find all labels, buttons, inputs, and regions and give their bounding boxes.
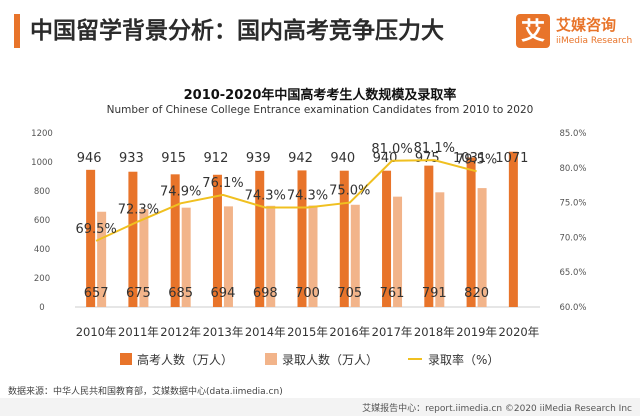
rate-data-label: 69.5% <box>75 222 116 237</box>
bar-admitted <box>477 188 487 307</box>
x-tick-label: 2019年 <box>456 325 497 339</box>
logo-mark: 艾 <box>516 14 550 48</box>
y-left-tick-label: 1200 <box>31 129 53 139</box>
x-tick-label: 2012年 <box>160 325 201 339</box>
x-tick-label: 2014年 <box>245 325 286 339</box>
x-tick-label: 2018年 <box>414 325 455 339</box>
admitted-data-label: 694 <box>211 286 236 301</box>
y-right-tick-label: 60.0% <box>559 303 586 313</box>
bar-admitted <box>181 207 191 307</box>
admitted-data-label: 705 <box>337 286 362 301</box>
candidates-data-label: 933 <box>119 151 144 166</box>
candidates-data-label: 940 <box>330 151 355 166</box>
logo-name: 艾媒咨询 <box>556 16 617 34</box>
rate-data-label: 74.9% <box>160 184 201 199</box>
y-left-tick-label: 800 <box>34 187 50 197</box>
admitted-data-label: 698 <box>253 286 278 301</box>
admitted-data-label: 700 <box>295 286 320 301</box>
x-tick-label: 2016年 <box>329 325 370 339</box>
y-left-tick-label: 200 <box>34 274 50 284</box>
x-tick-label: 2011年 <box>118 325 159 339</box>
bar-candidates <box>128 171 138 307</box>
candidates-data-label: 939 <box>246 151 271 166</box>
bar-admitted <box>266 205 276 307</box>
admitted-data-label: 685 <box>168 286 193 301</box>
footer-text: 艾媒报告中心：report.iimedia.cn ©2020 iiMedia R… <box>362 404 632 414</box>
legend-label-admitted: 录取人数（万人） <box>282 352 378 367</box>
bar-admitted <box>97 211 107 307</box>
admitted-data-label: 675 <box>126 286 151 301</box>
candidates-data-label: 942 <box>288 151 313 166</box>
bar-candidates <box>297 170 307 307</box>
legend-swatch-admitted <box>265 353 277 365</box>
admitted-data-label: 657 <box>84 286 109 301</box>
rate-data-label: 81.1% <box>414 141 455 156</box>
rate-data-label: 72.3% <box>118 202 159 217</box>
x-tick-label: 2015年 <box>287 325 328 339</box>
bar-candidates <box>382 170 392 307</box>
data-source: 数据来源：中华人民共和国教育部，艾媒数据中心(data.iimedia.cn) <box>8 387 283 397</box>
legend-label-rate: 录取率（%） <box>428 352 499 367</box>
bar-candidates <box>170 174 180 307</box>
rate-line <box>95 159 477 242</box>
x-tick-label: 2017年 <box>372 325 413 339</box>
candidates-data-label: 1071 <box>495 151 528 166</box>
rate-data-label: 79.5% <box>456 152 497 167</box>
admitted-data-label: 791 <box>422 286 447 301</box>
bar-candidates <box>424 165 434 307</box>
rate-data-label: 74.3% <box>245 188 286 203</box>
candidates-data-label: 946 <box>77 151 102 166</box>
bar-admitted <box>223 206 233 307</box>
y-right-tick-label: 85.0% <box>559 129 586 139</box>
bar-admitted <box>435 192 445 307</box>
bar-admitted <box>393 196 403 307</box>
y-right-tick-label: 75.0% <box>559 199 586 209</box>
candidates-data-label: 912 <box>204 151 229 166</box>
bar-candidates <box>339 170 349 307</box>
candidates-data-label: 915 <box>161 151 186 166</box>
x-tick-label: 2020年 <box>498 325 539 339</box>
rate-data-label: 74.3% <box>287 188 328 203</box>
y-right-tick-label: 65.0% <box>559 268 586 278</box>
legend-swatch-candidates <box>120 353 132 365</box>
legend-label-candidates: 高考人数（万人） <box>137 352 233 367</box>
chart-subtitle: Number of Chinese College Entrance exami… <box>106 104 534 116</box>
chart-title: 2010-2020年中国高考考生人数规模及录取率 <box>183 88 457 103</box>
bar-candidates <box>86 169 96 307</box>
candidates-data-label: 975 <box>415 151 440 166</box>
rate-data-label: 76.1% <box>202 176 243 191</box>
bar-candidates <box>212 174 222 307</box>
y-left-tick-label: 0 <box>39 303 44 313</box>
logo-subtitle: iiMedia Research <box>556 36 633 46</box>
bar-admitted <box>350 204 360 307</box>
bar-admitted <box>308 205 318 307</box>
rate-data-label: 75.0% <box>329 184 370 199</box>
bar-candidates <box>255 170 265 307</box>
y-left-tick-label: 600 <box>34 216 50 226</box>
x-tick-label: 2013年 <box>203 325 244 339</box>
admitted-data-label: 820 <box>464 286 489 301</box>
rate-data-label: 81.0% <box>371 142 412 157</box>
y-left-tick-label: 400 <box>34 245 50 255</box>
y-right-tick-label: 70.0% <box>559 233 586 243</box>
y-right-tick-label: 80.0% <box>559 164 586 174</box>
bar-candidates <box>466 157 476 307</box>
title-accent-bar <box>14 14 20 48</box>
admitted-data-label: 761 <box>380 286 405 301</box>
bar-candidates <box>508 151 518 307</box>
page-title: 中国留学背景分析：国内高考竞争压力大 <box>30 18 444 44</box>
candidates-data-label: 1031 <box>453 151 486 166</box>
x-tick-label: 2010年 <box>76 325 117 339</box>
brand-logo: 艾 艾媒咨询 iiMedia Research <box>516 12 634 52</box>
bar-admitted <box>139 209 149 307</box>
y-left-tick-label: 1000 <box>31 158 53 168</box>
footer-bar: 艾媒报告中心：report.iimedia.cn ©2020 iiMedia R… <box>0 398 640 416</box>
